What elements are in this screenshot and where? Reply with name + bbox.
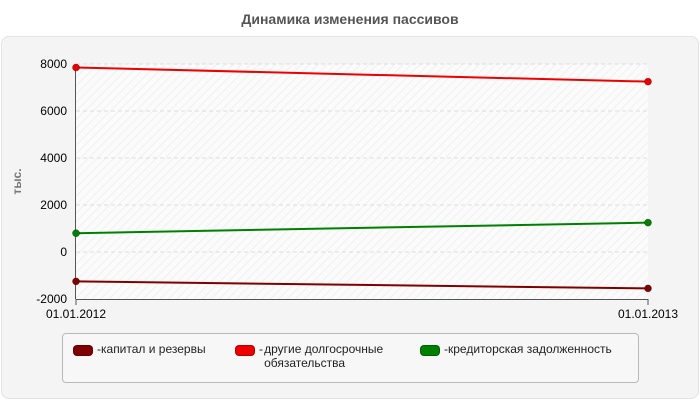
y-tick-label: 6000 [40, 104, 67, 118]
y-tick-label: 0 [60, 245, 67, 259]
data-point [644, 218, 652, 227]
y-tick-label: 2000 [40, 198, 67, 212]
y-tick-label: 4000 [40, 151, 67, 165]
legend-label-long-term: другие долгосрочные обязательства [264, 342, 384, 370]
data-point [644, 284, 652, 293]
data-point [644, 77, 652, 86]
legend-swatch-payables [420, 345, 440, 356]
data-point [72, 277, 80, 286]
series-line-1 [75, 66, 649, 83]
chart-title: Динамика изменения пассивов [241, 11, 459, 27]
data-point [72, 229, 80, 238]
y-tick-label: -2000 [36, 292, 67, 306]
data-point [72, 63, 80, 72]
plot-area: -2000 0 2000 4000 6000 8000 01.01.2012 01.01.20… [10, 57, 678, 321]
y-tick-label: 8000 [40, 57, 67, 71]
legend-swatch-capital [73, 345, 93, 356]
x-tick-label: 01.01.2013 [618, 307, 678, 321]
legend-label-payables: кредиторская задолженность [448, 342, 612, 356]
legend: - капитал и резервы - другие долгосрочны… [62, 333, 639, 383]
legend-swatch-long-term [235, 345, 255, 356]
legend-item-payables[interactable]: - кредиторская задолженность [420, 342, 612, 356]
plot-background [76, 64, 648, 299]
y-axis-title: тыс. [10, 168, 24, 194]
x-tick-label: 01.01.2012 [46, 307, 106, 321]
legend-item-capital[interactable]: - капитал и резервы [73, 342, 206, 356]
legend-label-capital: капитал и резервы [101, 342, 206, 356]
series-line-0 [75, 280, 649, 290]
legend-item-long-term[interactable]: - другие долгосрочные обязательства [235, 342, 405, 370]
series-line-2 [75, 221, 649, 235]
